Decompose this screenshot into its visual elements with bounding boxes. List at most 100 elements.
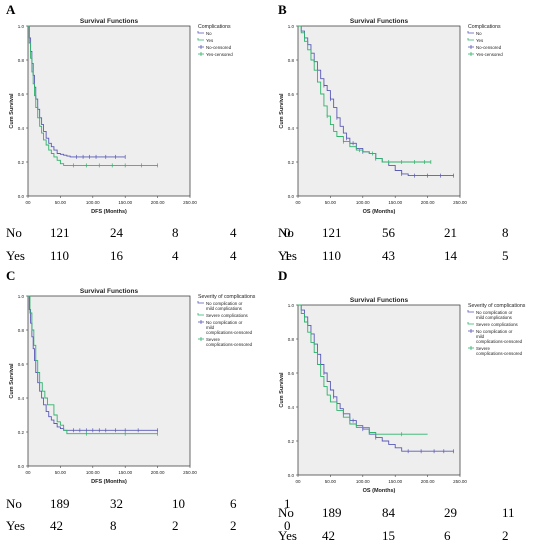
legend-line-swatch	[197, 301, 204, 304]
legend-entry-line: Yes-censored	[206, 52, 233, 57]
legend-entry-line: No complication or	[206, 320, 243, 325]
legend-entry-line: No	[476, 31, 482, 36]
risk-count: 29	[444, 505, 457, 520]
risk-count: 56	[382, 225, 395, 240]
panel-letter: C	[6, 268, 16, 283]
panel-letter: B	[278, 2, 287, 17]
x-tick-label: 250.00	[453, 200, 467, 205]
legend-entry: No-censored	[206, 45, 232, 50]
risk-count: 6	[230, 496, 237, 511]
legend-entry: No complication or mild complications	[476, 310, 513, 320]
km-chart-c: Survival Functions 0.0 0.2 0.4 0.6 0.8 1.0 00 50…	[9, 288, 256, 485]
risk-count: 4	[172, 248, 179, 263]
x-tick-label: 00	[295, 200, 301, 205]
legend-line-swatch	[467, 322, 474, 325]
legend-entry: Severe complications-censored	[206, 337, 253, 347]
legend-line-swatch	[467, 38, 474, 41]
legend-line-swatch	[197, 38, 204, 41]
risk-count: 11	[502, 505, 515, 520]
legend-entry: Severe complications-censored	[476, 346, 523, 356]
risk-count: 32	[110, 496, 123, 511]
y-tick-label: 0.0	[288, 194, 295, 199]
x-tick-label: 00	[295, 479, 301, 484]
panel-letter: D	[278, 268, 288, 283]
plot-area	[27, 295, 191, 467]
y-tick-label: 0.8	[288, 337, 295, 342]
y-tick-label: 0.2	[18, 430, 25, 435]
survival-curve-green	[298, 25, 431, 163]
legend-entry-line: Yes-censored	[476, 52, 503, 57]
risk-count: 42	[50, 518, 63, 533]
risk-count: 110	[322, 248, 342, 263]
legend-entry-line: Severe complications	[476, 322, 519, 327]
risk-count: 42	[322, 528, 335, 543]
risk-row-label: Yes	[278, 248, 297, 263]
legend-entry: No complication or mild complications	[206, 301, 243, 311]
y-tick-label: 0.0	[288, 473, 295, 478]
legend-entry: Yes-censored	[476, 52, 503, 57]
x-tick-label: 50.00	[325, 479, 337, 484]
y-tick-label: 0.8	[18, 328, 25, 333]
km-chart-b: Survival Functions 0.0 0.2 0.4 0.6 0.8 1.0 00 50…	[279, 18, 503, 215]
legend-entry: Yes	[476, 38, 484, 43]
legend-entry: No	[206, 31, 212, 36]
legend-line-swatch	[467, 31, 474, 34]
x-tick-label: 200.00	[421, 479, 435, 484]
legend-entry-line: complications-censored	[206, 330, 253, 335]
risk-row-label: No	[6, 225, 22, 240]
risk-row-label: Yes	[6, 248, 25, 263]
risk-count: 8	[110, 518, 117, 533]
legend-entry-line: mild	[206, 325, 215, 330]
risk-count: 0	[284, 518, 291, 533]
risk-count: 5	[502, 248, 509, 263]
risk-count: 2	[172, 518, 179, 533]
legend-line-swatch	[197, 313, 204, 316]
plot-area	[297, 25, 461, 197]
y-tick-label: 0.4	[18, 396, 25, 401]
risk-count: 1	[284, 496, 291, 511]
risk-count: 21	[444, 225, 457, 240]
km-chart-d: Survival Functions 0.0 0.2 0.4 0.6 0.8 1.0 00 50…	[279, 297, 526, 494]
legend-entry-line: Yes	[476, 38, 484, 43]
legend-entry-line: No-censored	[476, 45, 502, 50]
legend-entry-line: complications-censored	[476, 339, 523, 344]
survival-curve-blue	[28, 25, 126, 158]
risk-count: 2	[230, 518, 237, 533]
x-tick-label: 200.00	[151, 470, 165, 475]
y-tick-label: 0.6	[18, 362, 25, 367]
survival-curve-blue	[28, 295, 158, 431]
risk-count: 6	[444, 528, 451, 543]
x-tick-label: 150.00	[118, 470, 132, 475]
y-tick-label: 0.0	[18, 194, 25, 199]
y-tick-label: 0.6	[18, 92, 25, 97]
legend-entry: Yes	[206, 38, 214, 43]
risk-row-label: Yes	[278, 528, 297, 543]
x-tick-label: 150.00	[388, 200, 402, 205]
x-tick-label: 50.00	[325, 200, 337, 205]
legend-entry-line: No complication or	[476, 329, 513, 334]
panel-letter: A	[6, 2, 16, 17]
legend-entry-line: No complication or	[206, 301, 243, 306]
x-axis-label: DFS (Months)	[91, 479, 127, 485]
legend-title: Complications	[468, 24, 501, 30]
x-tick-label: 250.00	[183, 470, 197, 475]
legend-entry-line: complications-censored	[206, 342, 253, 347]
x-tick-label: 00	[25, 470, 31, 475]
legend-line-swatch	[197, 31, 204, 34]
risk-count: 121	[50, 225, 70, 240]
legend-entry: No complication or mild complications-cens…	[476, 329, 523, 344]
plot-area	[27, 25, 191, 197]
x-tick-label: 250.00	[183, 200, 197, 205]
legend-entry: No complication or mild complications-cens…	[206, 320, 253, 335]
risk-count: 2	[502, 528, 509, 543]
risk-count: 4	[230, 225, 237, 240]
risk-count: 121	[322, 225, 342, 240]
y-tick-label: 1.0	[18, 294, 25, 299]
legend-entry-line: No complication or	[476, 310, 513, 315]
y-tick-label: 0.0	[18, 464, 25, 469]
km-chart-a: Survival Functions 0.0 0.2 0.4 0.6 0.8 1.0 00 50…	[9, 18, 233, 215]
x-tick-label: 200.00	[421, 200, 435, 205]
y-tick-label: 0.6	[288, 371, 295, 376]
chart-title: Survival Functions	[80, 288, 139, 295]
plot-area	[297, 304, 461, 476]
